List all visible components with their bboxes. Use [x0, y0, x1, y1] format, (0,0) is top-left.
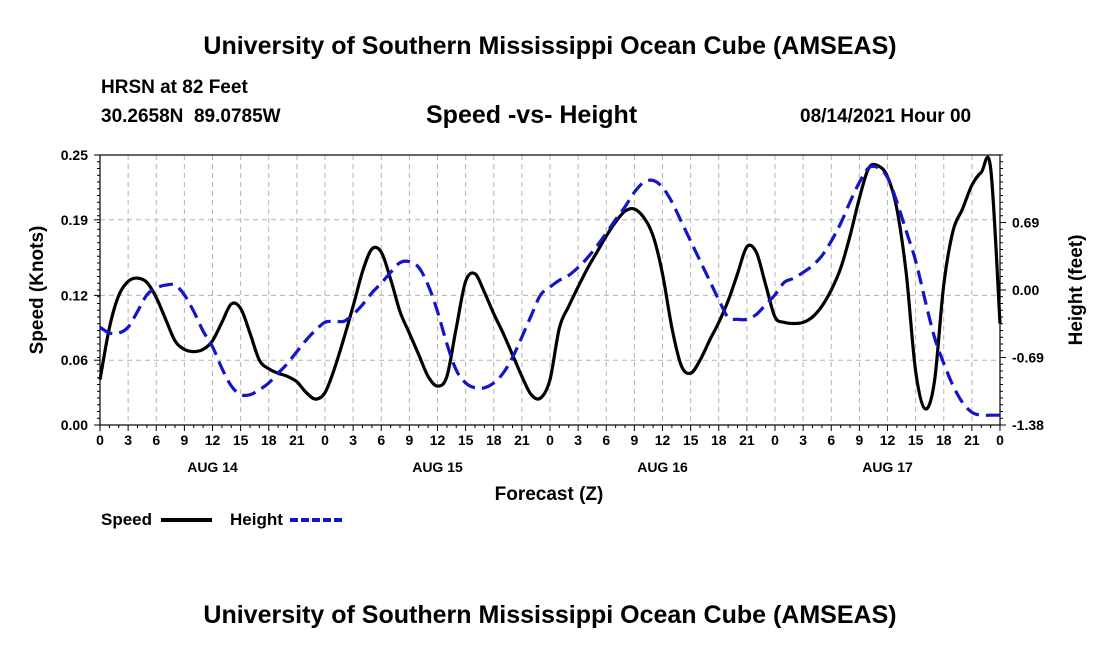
y-axis-title-right: Height (feet) [1066, 235, 1087, 346]
series-lines [98, 155, 1002, 418]
x-tick-label: 0 [996, 432, 1004, 448]
speed-series-line [98, 155, 1002, 411]
height-series-line [99, 164, 1000, 418]
x-tick-label: 15 [908, 432, 924, 448]
x-tick-label: 6 [602, 432, 610, 448]
y-axis-title-left: Speed (Knots) [27, 226, 48, 355]
x-tick-label: 15 [233, 432, 249, 448]
station-coordinates: 30.2658N 89.0785W [101, 106, 281, 127]
y-tick-label-right: -0.69 [1012, 350, 1044, 366]
axis-ticks [94, 154, 1006, 431]
x-tick-label: 18 [936, 432, 952, 448]
x-tick-label: 12 [205, 432, 221, 448]
x-tick-label: 21 [964, 432, 980, 448]
x-tick-label: 18 [261, 432, 277, 448]
legend: Speed Height [101, 510, 342, 529]
date-label: AUG 17 [862, 459, 913, 475]
y-tick-label-left: 0.00 [61, 417, 88, 433]
x-tick-label: 9 [630, 432, 638, 448]
grid-lines [100, 155, 1000, 425]
x-tick-label: 9 [180, 432, 188, 448]
x-tick-label: 3 [124, 432, 132, 448]
x-tick-label: 6 [827, 432, 835, 448]
y-tick-label-left: 0.12 [61, 287, 88, 303]
date-label: AUG 15 [412, 459, 463, 475]
x-tick-label: 12 [880, 432, 896, 448]
x-tick-label: 0 [771, 432, 779, 448]
x-axis-title: Forecast (Z) [495, 484, 604, 505]
x-tick-label: 21 [289, 432, 305, 448]
station-label: HRSN at 82 Feet [101, 77, 248, 98]
x-tick-label: 0 [321, 432, 329, 448]
x-tick-label: 21 [739, 432, 755, 448]
x-tick-label: 12 [655, 432, 671, 448]
x-tick-label: 3 [349, 432, 357, 448]
y-tick-label-right: 0.69 [1012, 215, 1039, 231]
x-tick-label: 3 [574, 432, 582, 448]
x-tick-label: 9 [405, 432, 413, 448]
y-tick-label-left: 0.25 [61, 147, 88, 163]
legend-height-label: Height [230, 510, 283, 529]
x-tick-label: 15 [683, 432, 699, 448]
date-label: AUG 16 [637, 459, 688, 475]
x-tick-label: 15 [458, 432, 474, 448]
y-tick-label-left: 0.19 [61, 212, 88, 228]
x-tick-label: 3 [799, 432, 807, 448]
x-tick-label: 18 [711, 432, 727, 448]
y-tick-label-left: 0.06 [61, 352, 88, 368]
axis-labels: 0 3 6 9 12 15 18 21 0 3 6 9 12 15 18 21 0 3 6 9 12 15 18 21 0 3 6 9… [61, 147, 1044, 475]
date-label: AUG 14 [187, 459, 238, 475]
x-tick-label: 0 [546, 432, 554, 448]
x-tick-label: 18 [486, 432, 502, 448]
chart-title-bottom: University of Southern Mississippi Ocean… [203, 601, 897, 629]
y-tick-label-right: 0.00 [1012, 282, 1039, 298]
y-tick-label-right: -1.38 [1012, 417, 1044, 433]
x-tick-label: 6 [377, 432, 385, 448]
legend-speed-label: Speed [101, 510, 152, 529]
chart-title-top: University of Southern Mississippi Ocean… [203, 32, 897, 60]
x-tick-label: 9 [855, 432, 863, 448]
x-tick-label: 12 [430, 432, 446, 448]
chart-subtitle: Speed -vs- Height [426, 101, 638, 129]
forecast-datetime: 08/14/2021 Hour 00 [800, 106, 972, 127]
x-tick-label: 0 [96, 432, 104, 448]
x-tick-label: 6 [152, 432, 160, 448]
x-tick-label: 21 [514, 432, 530, 448]
